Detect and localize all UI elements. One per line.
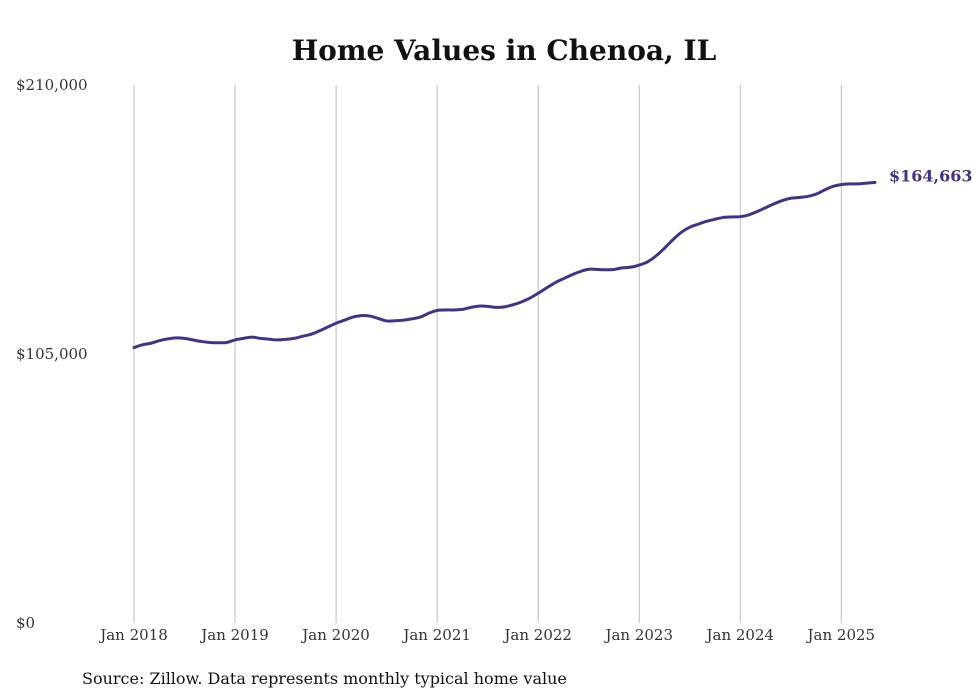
- x-tick-label: Jan 2019: [199, 626, 269, 644]
- x-tick-label: Jan 2024: [704, 626, 774, 644]
- y-axis-ticks: $0 $105,000 $210,000: [16, 76, 88, 632]
- y-tick-label: $210,000: [16, 76, 88, 94]
- x-tick-label: Jan 2023: [603, 626, 673, 644]
- x-tick-label: Jan 2020: [300, 626, 370, 644]
- chart-title: Home Values in Chenoa, IL: [292, 34, 717, 67]
- y-tick-label: $0: [16, 614, 35, 632]
- end-value-label: $164,663: [889, 166, 973, 185]
- y-tick-label: $105,000: [16, 345, 88, 363]
- x-axis-ticks: Jan 2018 Jan 2019 Jan 2020 Jan 2021 Jan 2022…: [98, 626, 875, 644]
- x-tick-label: Jan 2025: [806, 626, 876, 644]
- series-line-home-value: [132, 180, 877, 350]
- x-tick-label: Jan 2021: [401, 626, 471, 644]
- x-tick-label: Jan 2018: [98, 626, 168, 644]
- x-tick-label: Jan 2022: [502, 626, 572, 644]
- gridlines: [133, 85, 842, 623]
- source-note: Source: Zillow. Data represents monthly …: [82, 669, 567, 688]
